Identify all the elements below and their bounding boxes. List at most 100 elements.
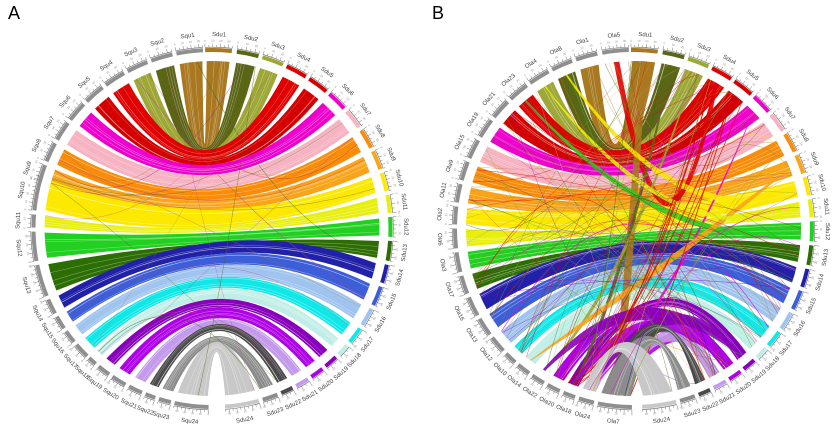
svg-text:Sdu2: Sdu2 <box>243 35 259 44</box>
svg-text:Sdu12: Sdu12 <box>824 223 830 241</box>
svg-text:0: 0 <box>496 354 500 358</box>
svg-text:10: 10 <box>301 387 306 392</box>
svg-text:0: 0 <box>451 176 455 179</box>
svg-text:A: A <box>8 3 20 23</box>
svg-text:Sdu12: Sdu12 <box>402 218 408 236</box>
svg-text:0: 0 <box>78 92 82 96</box>
svg-text:0: 0 <box>795 314 799 318</box>
svg-text:0: 0 <box>46 315 50 319</box>
svg-text:10: 10 <box>155 46 160 51</box>
svg-text:0: 0 <box>502 90 506 94</box>
svg-text:0: 0 <box>783 334 787 338</box>
svg-text:10: 10 <box>31 168 36 173</box>
svg-text:Sdu23: Sdu23 <box>266 407 285 419</box>
svg-text:20: 20 <box>39 300 44 305</box>
svg-text:Squ2: Squ2 <box>150 38 166 48</box>
svg-text:Ola7: Ola7 <box>607 418 621 425</box>
svg-text:Sdu14: Sdu14 <box>395 268 405 287</box>
svg-text:10: 10 <box>181 41 185 46</box>
svg-text:30: 30 <box>653 40 657 44</box>
svg-text:0: 0 <box>458 295 462 298</box>
svg-text:20: 20 <box>444 231 448 235</box>
svg-text:30: 30 <box>27 183 32 187</box>
svg-text:0: 0 <box>630 39 632 43</box>
svg-text:0: 0 <box>728 385 732 389</box>
svg-text:0: 0 <box>523 377 527 381</box>
svg-text:10: 10 <box>42 307 47 312</box>
svg-text:0: 0 <box>56 331 60 335</box>
svg-text:20: 20 <box>770 100 775 105</box>
svg-text:0: 0 <box>204 39 206 43</box>
svg-text:30: 30 <box>24 234 28 238</box>
svg-text:20: 20 <box>484 340 489 345</box>
svg-text:0: 0 <box>757 363 761 367</box>
svg-text:10: 10 <box>622 412 626 416</box>
svg-text:20: 20 <box>72 98 77 103</box>
svg-text:0: 0 <box>776 107 780 111</box>
svg-text:10: 10 <box>580 45 585 50</box>
svg-text:0: 0 <box>482 337 486 341</box>
svg-text:0: 0 <box>47 133 51 137</box>
svg-text:20: 20 <box>55 118 60 123</box>
svg-text:0: 0 <box>22 226 26 228</box>
svg-text:20: 20 <box>814 260 819 264</box>
svg-text:0: 0 <box>351 348 355 352</box>
svg-text:10: 10 <box>159 405 164 410</box>
svg-text:Ola17: Ola17 <box>443 281 454 299</box>
svg-text:10: 10 <box>688 403 693 408</box>
svg-text:20: 20 <box>575 403 580 408</box>
svg-text:20: 20 <box>808 283 813 288</box>
svg-text:20: 20 <box>448 183 453 187</box>
svg-text:20: 20 <box>353 344 358 349</box>
svg-text:0: 0 <box>89 367 93 371</box>
svg-text:0: 0 <box>816 245 820 247</box>
svg-text:10: 10 <box>129 56 134 61</box>
svg-text:10: 10 <box>444 213 448 217</box>
svg-text:20: 20 <box>34 159 39 164</box>
svg-text:10: 10 <box>764 94 769 99</box>
svg-text:10: 10 <box>74 353 79 358</box>
svg-text:Sdu10: Sdu10 <box>394 169 404 188</box>
svg-text:Squ8: Squ8 <box>31 138 43 154</box>
svg-text:20: 20 <box>385 160 390 165</box>
svg-text:Ola8: Ola8 <box>549 46 564 57</box>
svg-text:20: 20 <box>496 96 501 101</box>
svg-text:0: 0 <box>138 397 141 401</box>
svg-text:0: 0 <box>392 265 396 268</box>
svg-text:0: 0 <box>259 406 262 410</box>
svg-text:20: 20 <box>589 43 593 48</box>
svg-text:20: 20 <box>455 160 460 165</box>
svg-text:0: 0 <box>690 48 693 52</box>
svg-text:0: 0 <box>264 46 267 50</box>
svg-text:10: 10 <box>22 216 26 220</box>
svg-text:Ola5: Ola5 <box>607 32 621 39</box>
svg-text:20: 20 <box>25 191 30 195</box>
svg-text:10: 10 <box>490 347 495 352</box>
svg-text:30: 30 <box>623 39 627 43</box>
svg-text:20: 20 <box>479 115 484 120</box>
svg-text:0: 0 <box>819 220 823 222</box>
svg-text:10: 10 <box>607 40 611 44</box>
svg-text:20: 20 <box>680 45 684 50</box>
svg-text:0: 0 <box>279 399 282 403</box>
svg-text:Squ9: Squ9 <box>23 160 33 176</box>
svg-text:Ola3: Ola3 <box>438 258 446 272</box>
svg-text:0: 0 <box>805 291 809 294</box>
svg-text:Sdu23: Sdu23 <box>683 408 702 419</box>
svg-text:Squ3: Squ3 <box>124 47 140 59</box>
svg-text:Sdu3: Sdu3 <box>696 43 712 54</box>
svg-text:20: 20 <box>614 411 618 415</box>
svg-text:0: 0 <box>812 269 816 272</box>
svg-text:Squ12: Squ12 <box>15 239 23 258</box>
svg-text:0: 0 <box>147 50 150 54</box>
svg-text:0: 0 <box>334 85 338 89</box>
svg-text:0: 0 <box>696 401 699 405</box>
svg-text:20: 20 <box>615 39 619 43</box>
svg-text:0: 0 <box>817 197 821 200</box>
svg-text:30: 30 <box>653 411 657 415</box>
svg-text:40: 40 <box>645 412 649 416</box>
svg-text:10: 10 <box>813 180 818 184</box>
svg-text:20: 20 <box>799 142 804 147</box>
svg-text:0: 0 <box>508 366 512 370</box>
svg-text:10: 10 <box>637 39 641 43</box>
